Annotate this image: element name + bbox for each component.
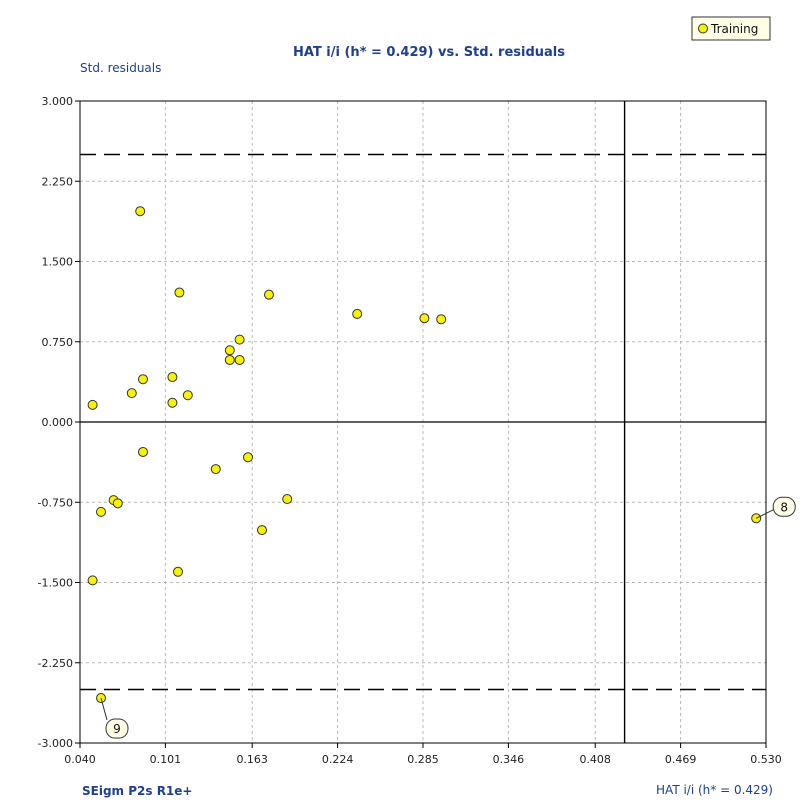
data-point — [257, 525, 267, 536]
legend[interactable]: Training — [691, 16, 771, 41]
x-tick-label: 0.040 — [64, 753, 96, 766]
data-points — [87, 206, 762, 704]
callout-label: 8 — [780, 500, 788, 514]
y-tick-label: -3.000 — [38, 737, 73, 750]
y-tick-label: 2.250 — [42, 175, 74, 188]
callout-label: 9 — [113, 722, 121, 736]
x-tick-label: 0.408 — [579, 753, 611, 766]
x-tick-label: 0.163 — [236, 753, 268, 766]
y-axis: 3.000 2.250 1.500 0.750 0.000 -0.750 -1.500 -2.… — [38, 95, 80, 750]
x-tick-label: 0.469 — [665, 753, 697, 766]
callout-leader — [755, 508, 775, 519]
callout-leader — [100, 697, 108, 721]
y-tick-label: -0.750 — [38, 496, 73, 509]
y-tick-label: 0.750 — [42, 336, 74, 349]
reference-lines — [80, 101, 766, 743]
y-tick-label: -2.250 — [38, 657, 73, 670]
data-point — [167, 397, 178, 408]
legend-marker — [698, 23, 708, 34]
data-point — [234, 334, 245, 345]
x-tick-label: 0.285 — [407, 753, 439, 766]
data-point — [210, 464, 221, 475]
callout-bubble — [772, 496, 796, 517]
y-tick-label: 0.000 — [42, 416, 74, 429]
x-tick-label: 0.346 — [493, 753, 525, 766]
data-point — [182, 390, 193, 401]
y-tick-label: 3.000 — [42, 95, 74, 108]
data-point — [224, 354, 235, 365]
data-point — [126, 388, 137, 399]
footer-label: SEigm P2s R1e+ — [82, 784, 192, 798]
data-point — [264, 289, 274, 300]
data-point — [282, 494, 293, 505]
data-point — [112, 498, 123, 509]
data-point — [234, 354, 245, 365]
x-tick-label: 0.101 — [150, 753, 182, 766]
y-tick-label: 1.500 — [42, 256, 74, 269]
x-tick-label: 0.224 — [322, 753, 354, 766]
data-point — [174, 287, 185, 298]
data-point — [419, 313, 430, 324]
chart-title: HAT i/i (h* = 0.429) vs. Std. residuals — [293, 45, 565, 60]
y-axis-label: Std. residuals — [80, 61, 161, 75]
data-point — [243, 452, 253, 463]
callout-bubble — [105, 718, 129, 739]
data-point — [173, 566, 183, 577]
data-point — [135, 206, 146, 217]
data-point — [352, 308, 363, 319]
data-point — [138, 374, 148, 385]
point-callouts: 89 — [100, 496, 796, 739]
data-point — [87, 399, 98, 410]
x-axis: 0.040 0.101 0.163 0.224 0.285 0.346 0.408 0.469… — [64, 743, 782, 766]
data-point — [87, 575, 98, 586]
data-point — [167, 372, 178, 383]
data-point — [138, 446, 148, 457]
x-axis-label: HAT i/i (h* = 0.429) — [656, 783, 773, 797]
legend-item-training: Training — [710, 22, 758, 36]
legend-box — [691, 16, 771, 41]
x-tick-label: 0.530 — [750, 753, 782, 766]
data-point — [96, 506, 106, 517]
y-tick-label: -1.500 — [38, 577, 73, 590]
data-point — [436, 314, 447, 325]
data-point — [224, 345, 235, 356]
